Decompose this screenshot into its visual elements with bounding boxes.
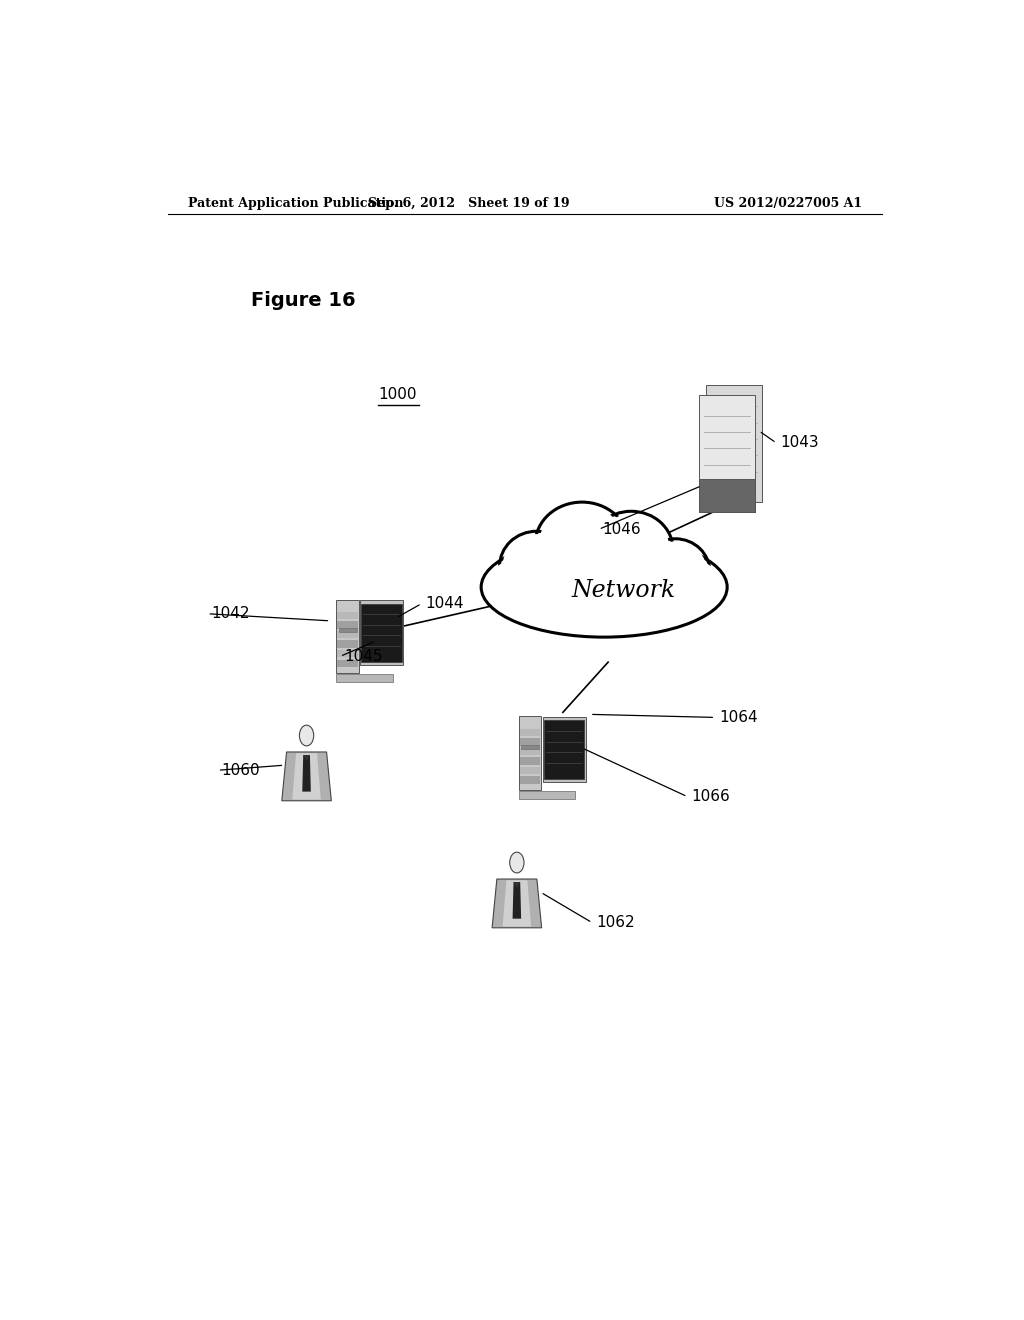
Text: Patent Application Publication: Patent Application Publication — [187, 197, 403, 210]
Text: 1000: 1000 — [378, 387, 417, 403]
Ellipse shape — [503, 535, 570, 598]
FancyBboxPatch shape — [336, 675, 393, 682]
Text: 1060: 1060 — [221, 763, 260, 777]
Ellipse shape — [539, 506, 625, 582]
Ellipse shape — [593, 515, 670, 585]
FancyBboxPatch shape — [519, 717, 542, 789]
Ellipse shape — [510, 853, 524, 873]
FancyBboxPatch shape — [699, 395, 755, 512]
Polygon shape — [292, 754, 321, 800]
Text: 1044: 1044 — [426, 597, 464, 611]
FancyBboxPatch shape — [520, 776, 541, 784]
Text: Figure 16: Figure 16 — [251, 290, 355, 309]
Polygon shape — [503, 880, 531, 927]
Text: US 2012/0227005 A1: US 2012/0227005 A1 — [714, 197, 862, 210]
FancyBboxPatch shape — [336, 599, 359, 673]
Text: 1042: 1042 — [211, 606, 250, 622]
FancyBboxPatch shape — [338, 622, 357, 628]
Ellipse shape — [500, 531, 573, 602]
FancyBboxPatch shape — [338, 660, 357, 667]
FancyBboxPatch shape — [339, 628, 356, 632]
FancyBboxPatch shape — [360, 601, 403, 665]
Polygon shape — [513, 882, 520, 888]
Text: 1046: 1046 — [602, 521, 641, 537]
FancyBboxPatch shape — [520, 758, 541, 764]
FancyBboxPatch shape — [338, 640, 357, 648]
FancyBboxPatch shape — [699, 479, 755, 512]
Polygon shape — [493, 879, 542, 928]
Ellipse shape — [590, 511, 673, 587]
FancyBboxPatch shape — [338, 649, 357, 657]
Polygon shape — [282, 752, 332, 801]
FancyBboxPatch shape — [521, 744, 540, 750]
FancyBboxPatch shape — [338, 612, 357, 619]
FancyBboxPatch shape — [519, 791, 575, 800]
Text: 1066: 1066 — [691, 789, 730, 804]
Ellipse shape — [299, 725, 313, 746]
FancyBboxPatch shape — [361, 603, 401, 663]
Ellipse shape — [644, 541, 708, 603]
Text: Network: Network — [571, 579, 676, 602]
Ellipse shape — [481, 537, 727, 638]
Polygon shape — [303, 755, 310, 762]
Ellipse shape — [536, 502, 629, 586]
FancyBboxPatch shape — [338, 631, 357, 639]
FancyBboxPatch shape — [544, 721, 585, 779]
Polygon shape — [513, 882, 521, 919]
FancyBboxPatch shape — [520, 748, 541, 755]
FancyBboxPatch shape — [707, 385, 762, 502]
Text: 1045: 1045 — [344, 649, 382, 664]
Text: 1062: 1062 — [596, 915, 635, 931]
Text: Sep. 6, 2012   Sheet 19 of 19: Sep. 6, 2012 Sheet 19 of 19 — [369, 197, 570, 210]
Polygon shape — [302, 755, 311, 792]
FancyBboxPatch shape — [543, 717, 586, 783]
FancyBboxPatch shape — [520, 738, 541, 746]
Ellipse shape — [641, 539, 710, 606]
Text: 1043: 1043 — [780, 436, 819, 450]
Ellipse shape — [484, 541, 724, 634]
FancyBboxPatch shape — [520, 767, 541, 775]
FancyBboxPatch shape — [520, 729, 541, 737]
Text: 1064: 1064 — [719, 710, 758, 725]
